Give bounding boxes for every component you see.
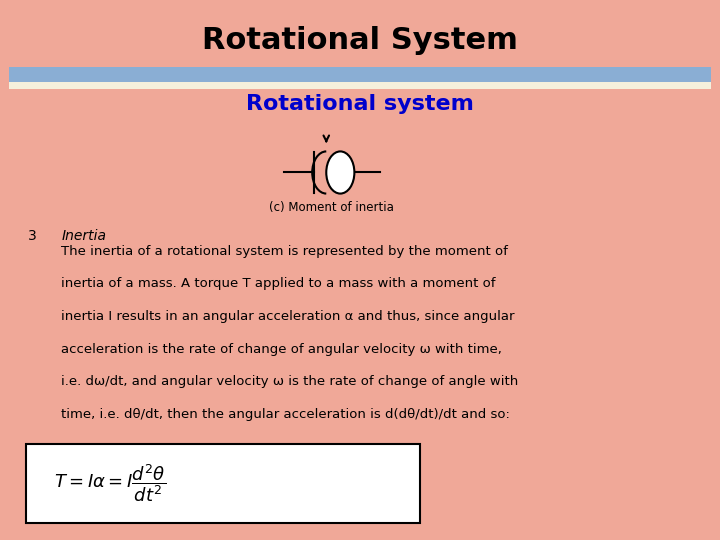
FancyBboxPatch shape	[26, 444, 420, 523]
Text: Rotational system: Rotational system	[246, 94, 474, 114]
FancyBboxPatch shape	[9, 83, 711, 89]
Text: (c) Moment of inertia: (c) Moment of inertia	[269, 201, 395, 214]
Text: $T = I\alpha = I\dfrac{d^2\theta}{dt^2}$: $T = I\alpha = I\dfrac{d^2\theta}{dt^2}$	[54, 463, 166, 504]
Text: i.e. dω/dt, and angular velocity ω is the rate of change of angle with: i.e. dω/dt, and angular velocity ω is th…	[61, 375, 518, 388]
Text: inertia I results in an angular acceleration α and thus, since angular: inertia I results in an angular accelera…	[61, 310, 515, 323]
Text: acceleration is the rate of change of angular velocity ω with time,: acceleration is the rate of change of an…	[61, 343, 503, 356]
Ellipse shape	[326, 151, 354, 193]
Text: The inertia of a rotational system is represented by the moment of: The inertia of a rotational system is re…	[61, 245, 508, 258]
Text: Inertia: Inertia	[61, 229, 107, 243]
Text: 3: 3	[28, 229, 37, 243]
FancyBboxPatch shape	[9, 66, 711, 83]
Text: Rotational System: Rotational System	[202, 26, 518, 55]
Text: inertia of a mass. A torque T applied to a mass with a moment of: inertia of a mass. A torque T applied to…	[61, 278, 496, 291]
Text: time, i.e. dθ/dt, then the angular acceleration is d(dθ/dt)/dt and so:: time, i.e. dθ/dt, then the angular accel…	[61, 408, 510, 421]
